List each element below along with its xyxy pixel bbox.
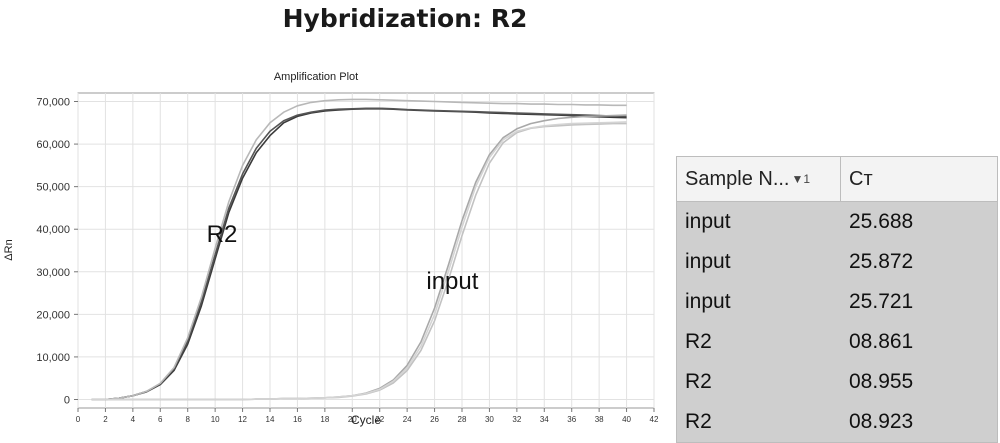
- y-tick-label: 10,000: [36, 352, 70, 364]
- y-tick-label: 40,000: [36, 224, 70, 236]
- y-tick-label: 30,000: [36, 267, 70, 279]
- table-body: input25.688input25.872input25.721R208.86…: [677, 202, 997, 442]
- x-axis-label: Cycle: [351, 413, 381, 427]
- column-header-ct[interactable]: Cт: [841, 157, 997, 201]
- x-tick-label: 18: [320, 415, 329, 424]
- x-tick-label: 12: [238, 415, 247, 424]
- x-tick-label: 42: [650, 415, 659, 424]
- x-tick-label: 26: [430, 415, 439, 424]
- sample-name-cell: R2: [677, 370, 841, 394]
- x-tick-label: 16: [293, 415, 302, 424]
- x-tick-label: 38: [595, 415, 604, 424]
- table-row[interactable]: input25.688: [677, 202, 997, 242]
- ct-value-cell: 08.923: [841, 410, 997, 434]
- x-tick-label: 10: [211, 415, 220, 424]
- chart-title: Amplification Plot: [274, 71, 358, 83]
- x-tick-label: 36: [567, 415, 576, 424]
- x-tick-label: 34: [540, 415, 549, 424]
- y-axis-ticks: 0 10,000 20,000 30,000 40,000 50,000 60,000 70,…: [36, 97, 78, 407]
- y-tick-label: 50,000: [36, 182, 70, 194]
- table-row[interactable]: input25.872: [677, 242, 997, 282]
- ct-value-cell: 25.872: [841, 250, 997, 274]
- annotation-label: input: [426, 268, 478, 295]
- sample-name-cell: input: [677, 290, 841, 314]
- x-tick-label: 2: [103, 415, 108, 424]
- x-tick-label: 6: [158, 415, 163, 424]
- figure-title: Hybridization: R2: [255, 4, 555, 33]
- column-header-sample-label: Sample N...: [685, 168, 789, 191]
- plot-area: [78, 93, 654, 408]
- table-row[interactable]: R208.955: [677, 362, 997, 402]
- x-tick-label: 28: [458, 415, 467, 424]
- x-tick-label: 40: [622, 415, 631, 424]
- table-row[interactable]: R208.861: [677, 322, 997, 362]
- ct-value-cell: 25.688: [841, 210, 997, 234]
- x-tick-label: 14: [266, 415, 275, 424]
- y-tick-label: 20,000: [36, 309, 70, 321]
- x-tick-label: 30: [485, 415, 494, 424]
- sample-name-cell: input: [677, 250, 841, 274]
- x-tick-label: 24: [403, 415, 412, 424]
- ct-table: Sample N... ▼1 Cт input25.688input25.872…: [676, 156, 998, 443]
- x-tick-label: 32: [512, 415, 521, 424]
- sample-name-cell: input: [677, 210, 841, 234]
- ct-value-cell: 08.955: [841, 370, 997, 394]
- sample-name-cell: R2: [677, 410, 841, 434]
- y-tick-label: 0: [64, 394, 70, 406]
- column-header-sample[interactable]: Sample N... ▼1: [677, 157, 841, 201]
- annotation-label: R2: [207, 221, 238, 248]
- x-tick-label: 8: [185, 415, 190, 424]
- y-tick-label: 60,000: [36, 139, 70, 151]
- x-tick-label: 0: [76, 415, 81, 424]
- y-tick-label: 70,000: [36, 97, 70, 109]
- table-row[interactable]: input25.721: [677, 282, 997, 322]
- ct-value-cell: 25.721: [841, 290, 997, 314]
- table-row[interactable]: R208.923: [677, 402, 997, 442]
- y-axis-label: ΔRn: [3, 239, 15, 260]
- x-tick-label: 4: [131, 415, 136, 424]
- sample-name-cell: R2: [677, 330, 841, 354]
- amplification-plot: Amplification Plot 010,00020,00030,00040…: [0, 60, 670, 443]
- ct-value-cell: 08.861: [841, 330, 997, 354]
- table-header: Sample N... ▼1 Cт: [677, 157, 997, 202]
- sort-icon[interactable]: ▼1: [791, 172, 810, 186]
